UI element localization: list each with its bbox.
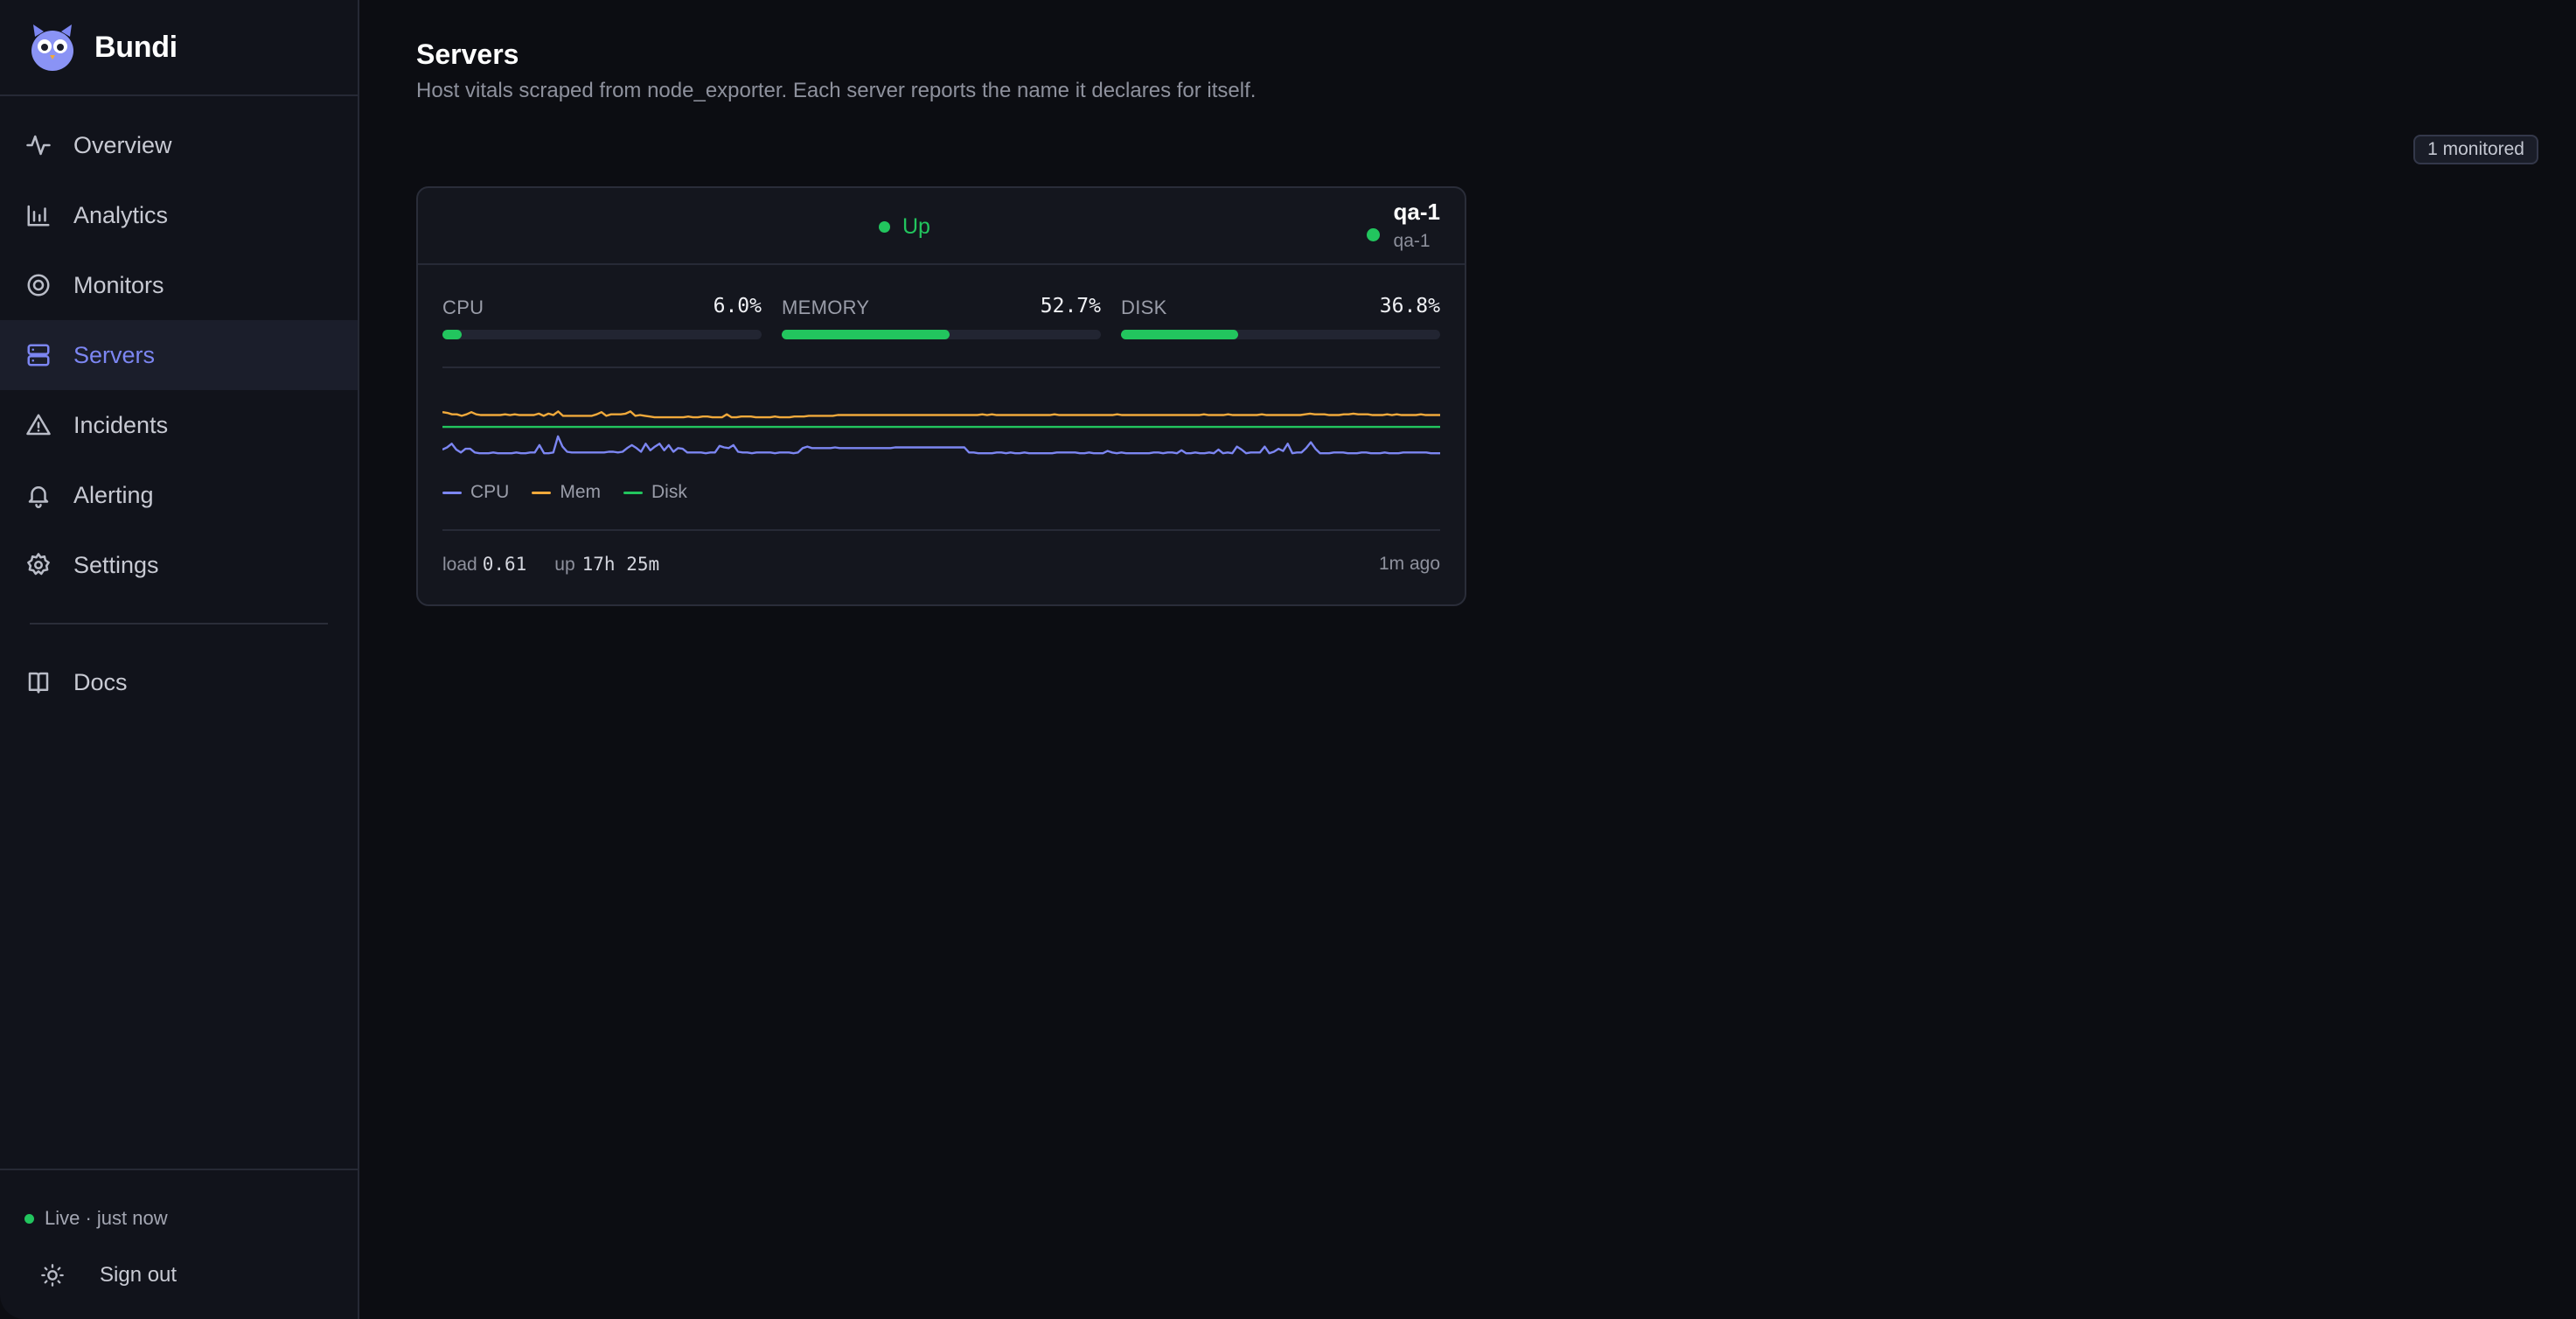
sidebar-item-label: Settings	[73, 551, 159, 578]
sign-out-label: Sign out	[100, 1263, 178, 1287]
disk-label: DISK	[1121, 297, 1167, 318]
bell-icon	[24, 481, 52, 509]
server-stats: load 0.61 up 17h 25m	[442, 554, 659, 576]
card-divider	[442, 529, 1440, 531]
disk-value: 36.8%	[1379, 295, 1440, 318]
host-info: qa-1 qa-1	[1366, 199, 1440, 252]
server-name: qa-1	[1393, 199, 1440, 225]
metrics-row: CPU 6.0% MEMORY 52.7% DISK 36.8%	[442, 293, 1440, 339]
cpu-label: CPU	[442, 297, 484, 318]
server-card-footer: load 0.61 up 17h 25m 1m ago	[442, 554, 1440, 580]
vitals-sparkline-chart	[442, 405, 1440, 457]
sidebar-item-overview[interactable]: Overview	[0, 110, 358, 180]
sidebar-item-label: Monitors	[73, 271, 164, 298]
legend-swatch-cpu	[442, 491, 462, 494]
server-card[interactable]: Up qa-1 qa-1 CPU 6.0%	[416, 186, 1466, 606]
uptime-label: up	[554, 555, 575, 575]
legend-item-cpu: CPU	[442, 482, 509, 503]
sidebar-item-alerting[interactable]: Alerting	[0, 460, 358, 530]
legend-swatch-disk	[623, 491, 644, 494]
legend-label-mem: Mem	[560, 482, 602, 502]
brand[interactable]: Bundi	[0, 0, 358, 96]
sidebar-item-docs[interactable]: Docs	[0, 647, 358, 717]
legend-item-disk: Disk	[623, 482, 687, 503]
legend-label-cpu: CPU	[470, 482, 510, 502]
gear-icon	[24, 551, 52, 579]
sidebar-item-settings[interactable]: Settings	[0, 530, 358, 600]
page-title: Servers	[416, 38, 519, 70]
server-icon	[24, 341, 52, 369]
sidebar-item-analytics[interactable]: Analytics	[0, 180, 358, 250]
chart-legend: CPU Mem Disk	[442, 482, 710, 503]
last-seen: 1m ago	[1378, 554, 1440, 574]
load-label: load	[442, 555, 477, 575]
sign-out-button[interactable]: Sign out	[40, 1263, 177, 1288]
sidebar-item-label: Overview	[73, 131, 172, 158]
disk-progress-fill	[1121, 330, 1239, 339]
sun-icon	[41, 1264, 64, 1287]
server-hostname: qa-1	[1393, 231, 1431, 251]
memory-progress-fill	[782, 330, 950, 339]
sidebar-item-label: Alerting	[73, 481, 154, 508]
disk-progress-track	[1121, 330, 1440, 339]
sidebar-nav: Overview Analytics Monitors Servers	[0, 110, 358, 717]
sidebar-item-label: Docs	[73, 668, 128, 695]
page-subtitle: Host vitals scraped from node_exporter. …	[416, 79, 1257, 102]
server-card-header[interactable]: Up qa-1 qa-1	[418, 188, 1465, 265]
card-divider	[442, 366, 1440, 368]
series-line-mem	[442, 411, 1440, 417]
legend-item-mem: Mem	[532, 482, 601, 503]
live-status: Live · just now	[24, 1207, 168, 1230]
target-icon	[24, 271, 52, 299]
sidebar-item-monitors[interactable]: Monitors	[0, 250, 358, 320]
legend-swatch-mem	[532, 491, 552, 494]
memory-value: 52.7%	[1040, 295, 1101, 318]
sidebar: Bundi Overview Analytics Monitors	[0, 0, 359, 1319]
sidebar-item-label: Analytics	[73, 201, 169, 228]
sidebar-item-incidents[interactable]: Incidents	[0, 390, 358, 460]
sidebar-item-label: Incidents	[73, 411, 169, 438]
memory-progress-track	[782, 330, 1101, 339]
host-status-dot-icon	[1366, 228, 1380, 241]
book-icon	[24, 668, 52, 696]
cpu-value: 6.0%	[713, 295, 762, 318]
bar-chart-icon	[24, 201, 52, 229]
memory-label: MEMORY	[782, 297, 870, 318]
sidebar-footer: Live · just now Sign out	[0, 1169, 358, 1319]
cpu-progress-track	[442, 330, 762, 339]
monitored-count-badge: 1 monitored	[2413, 135, 2538, 164]
sidebar-item-servers[interactable]: Servers	[0, 320, 358, 390]
brand-name: Bundi	[94, 30, 178, 64]
legend-label-disk: Disk	[651, 482, 687, 502]
status-indicator: Up	[879, 214, 930, 240]
live-dot-icon	[24, 1213, 34, 1224]
warning-icon	[24, 411, 52, 439]
series-line-cpu	[442, 436, 1440, 453]
status-dot-icon	[879, 221, 890, 233]
uptime-value: 17h 25m	[581, 554, 660, 575]
live-status-text: Live · just now	[45, 1207, 168, 1229]
activity-icon	[24, 131, 52, 159]
cpu-progress-fill	[442, 330, 462, 339]
nav-divider	[30, 623, 328, 625]
load-value: 0.61	[482, 554, 527, 575]
status-text: Up	[902, 214, 930, 239]
owl-logo-icon	[31, 24, 73, 71]
sidebar-item-label: Servers	[73, 341, 156, 368]
main-content: Servers Host vitals scraped from node_ex…	[359, 0, 2576, 1319]
